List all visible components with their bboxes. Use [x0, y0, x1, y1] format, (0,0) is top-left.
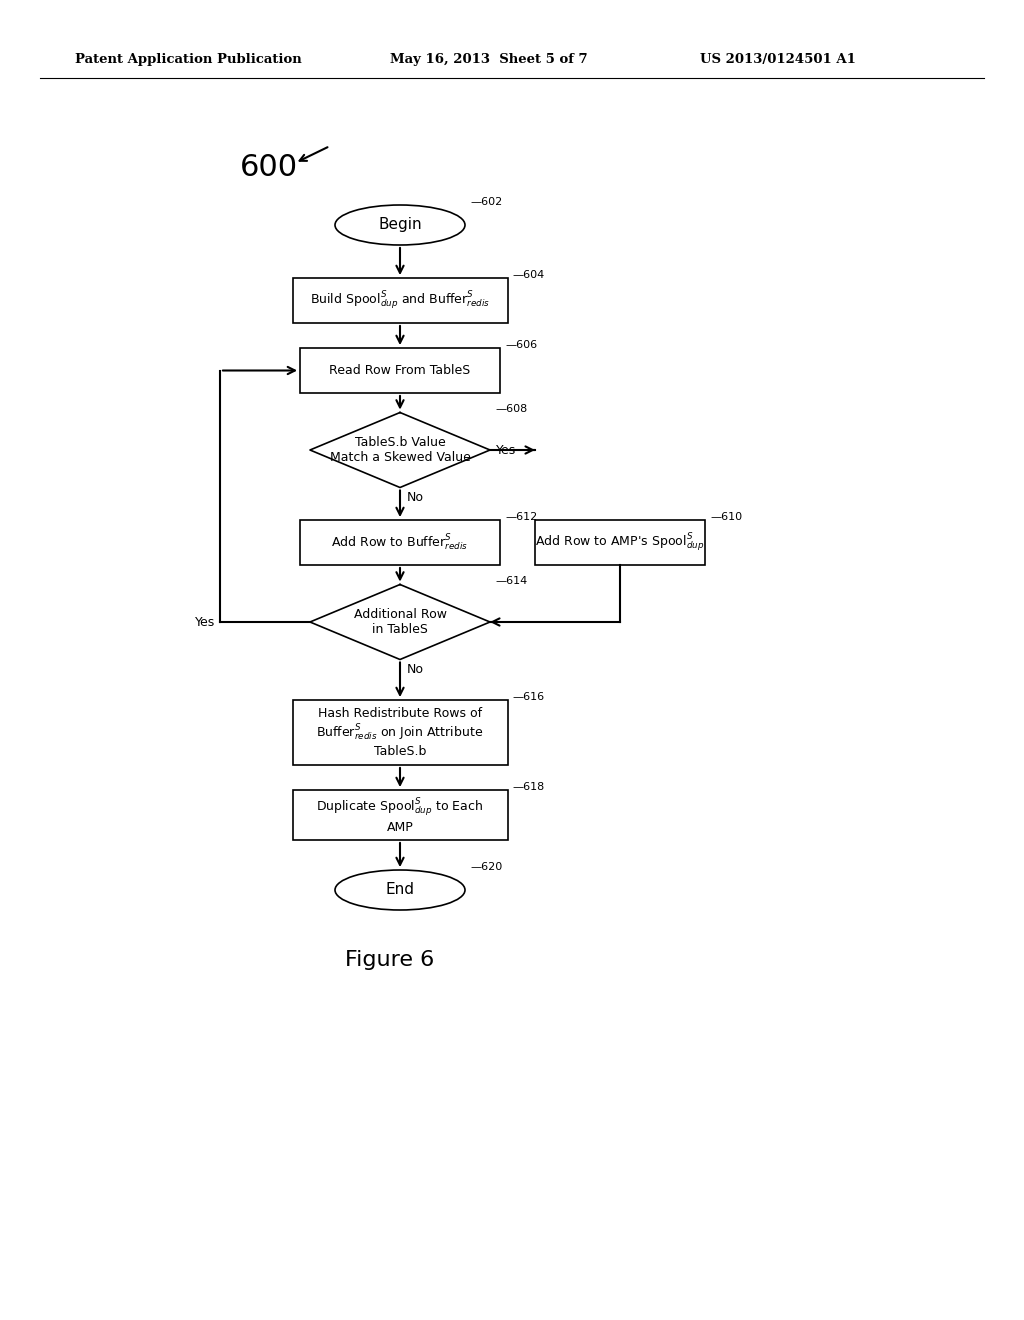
Text: —606: —606: [505, 341, 538, 350]
FancyBboxPatch shape: [293, 700, 508, 766]
Text: —610: —610: [710, 512, 742, 521]
Text: US 2013/0124501 A1: US 2013/0124501 A1: [700, 54, 856, 66]
Text: —618: —618: [512, 781, 545, 792]
Text: —604: —604: [512, 271, 545, 280]
Text: Add Row to Buffer$^S_{redis}$: Add Row to Buffer$^S_{redis}$: [332, 532, 469, 553]
Polygon shape: [310, 412, 490, 487]
FancyBboxPatch shape: [293, 279, 508, 323]
Text: No: No: [407, 491, 424, 504]
Text: TableS.b Value
Match a Skewed Value: TableS.b Value Match a Skewed Value: [330, 436, 470, 465]
Text: Yes: Yes: [195, 615, 215, 628]
Text: Yes: Yes: [496, 444, 516, 457]
Text: —602: —602: [470, 197, 502, 207]
FancyBboxPatch shape: [300, 520, 500, 565]
Text: Hash Redistribute Rows of
Buffer$^S_{redis}$ on Join Attribute
TableS.b: Hash Redistribute Rows of Buffer$^S_{red…: [316, 708, 483, 758]
Text: Patent Application Publication: Patent Application Publication: [75, 54, 302, 66]
Text: 600: 600: [240, 153, 298, 182]
FancyBboxPatch shape: [300, 348, 500, 393]
Polygon shape: [310, 585, 490, 660]
Text: Begin: Begin: [378, 218, 422, 232]
Text: —608: —608: [495, 404, 527, 414]
Text: May 16, 2013  Sheet 5 of 7: May 16, 2013 Sheet 5 of 7: [390, 54, 588, 66]
Text: —620: —620: [470, 862, 502, 873]
Text: End: End: [385, 883, 415, 898]
Text: Add Row to AMP's Spool$^S_{dup}$: Add Row to AMP's Spool$^S_{dup}$: [536, 532, 705, 553]
Text: Additional Row
in TableS: Additional Row in TableS: [353, 609, 446, 636]
Text: —614: —614: [495, 577, 527, 586]
Ellipse shape: [335, 870, 465, 909]
Ellipse shape: [335, 205, 465, 246]
Text: Build Spool$^S_{dup}$ and Buffer$^S_{redis}$: Build Spool$^S_{dup}$ and Buffer$^S_{red…: [310, 289, 490, 312]
FancyBboxPatch shape: [293, 789, 508, 840]
Text: —616: —616: [512, 692, 545, 702]
Text: No: No: [407, 663, 424, 676]
FancyBboxPatch shape: [535, 520, 705, 565]
Text: Duplicate Spool$^S_{dup}$ to Each
AMP: Duplicate Spool$^S_{dup}$ to Each AMP: [316, 796, 483, 834]
Text: Figure 6: Figure 6: [345, 950, 434, 970]
Text: —612: —612: [505, 512, 538, 521]
Text: Read Row From TableS: Read Row From TableS: [330, 364, 471, 378]
